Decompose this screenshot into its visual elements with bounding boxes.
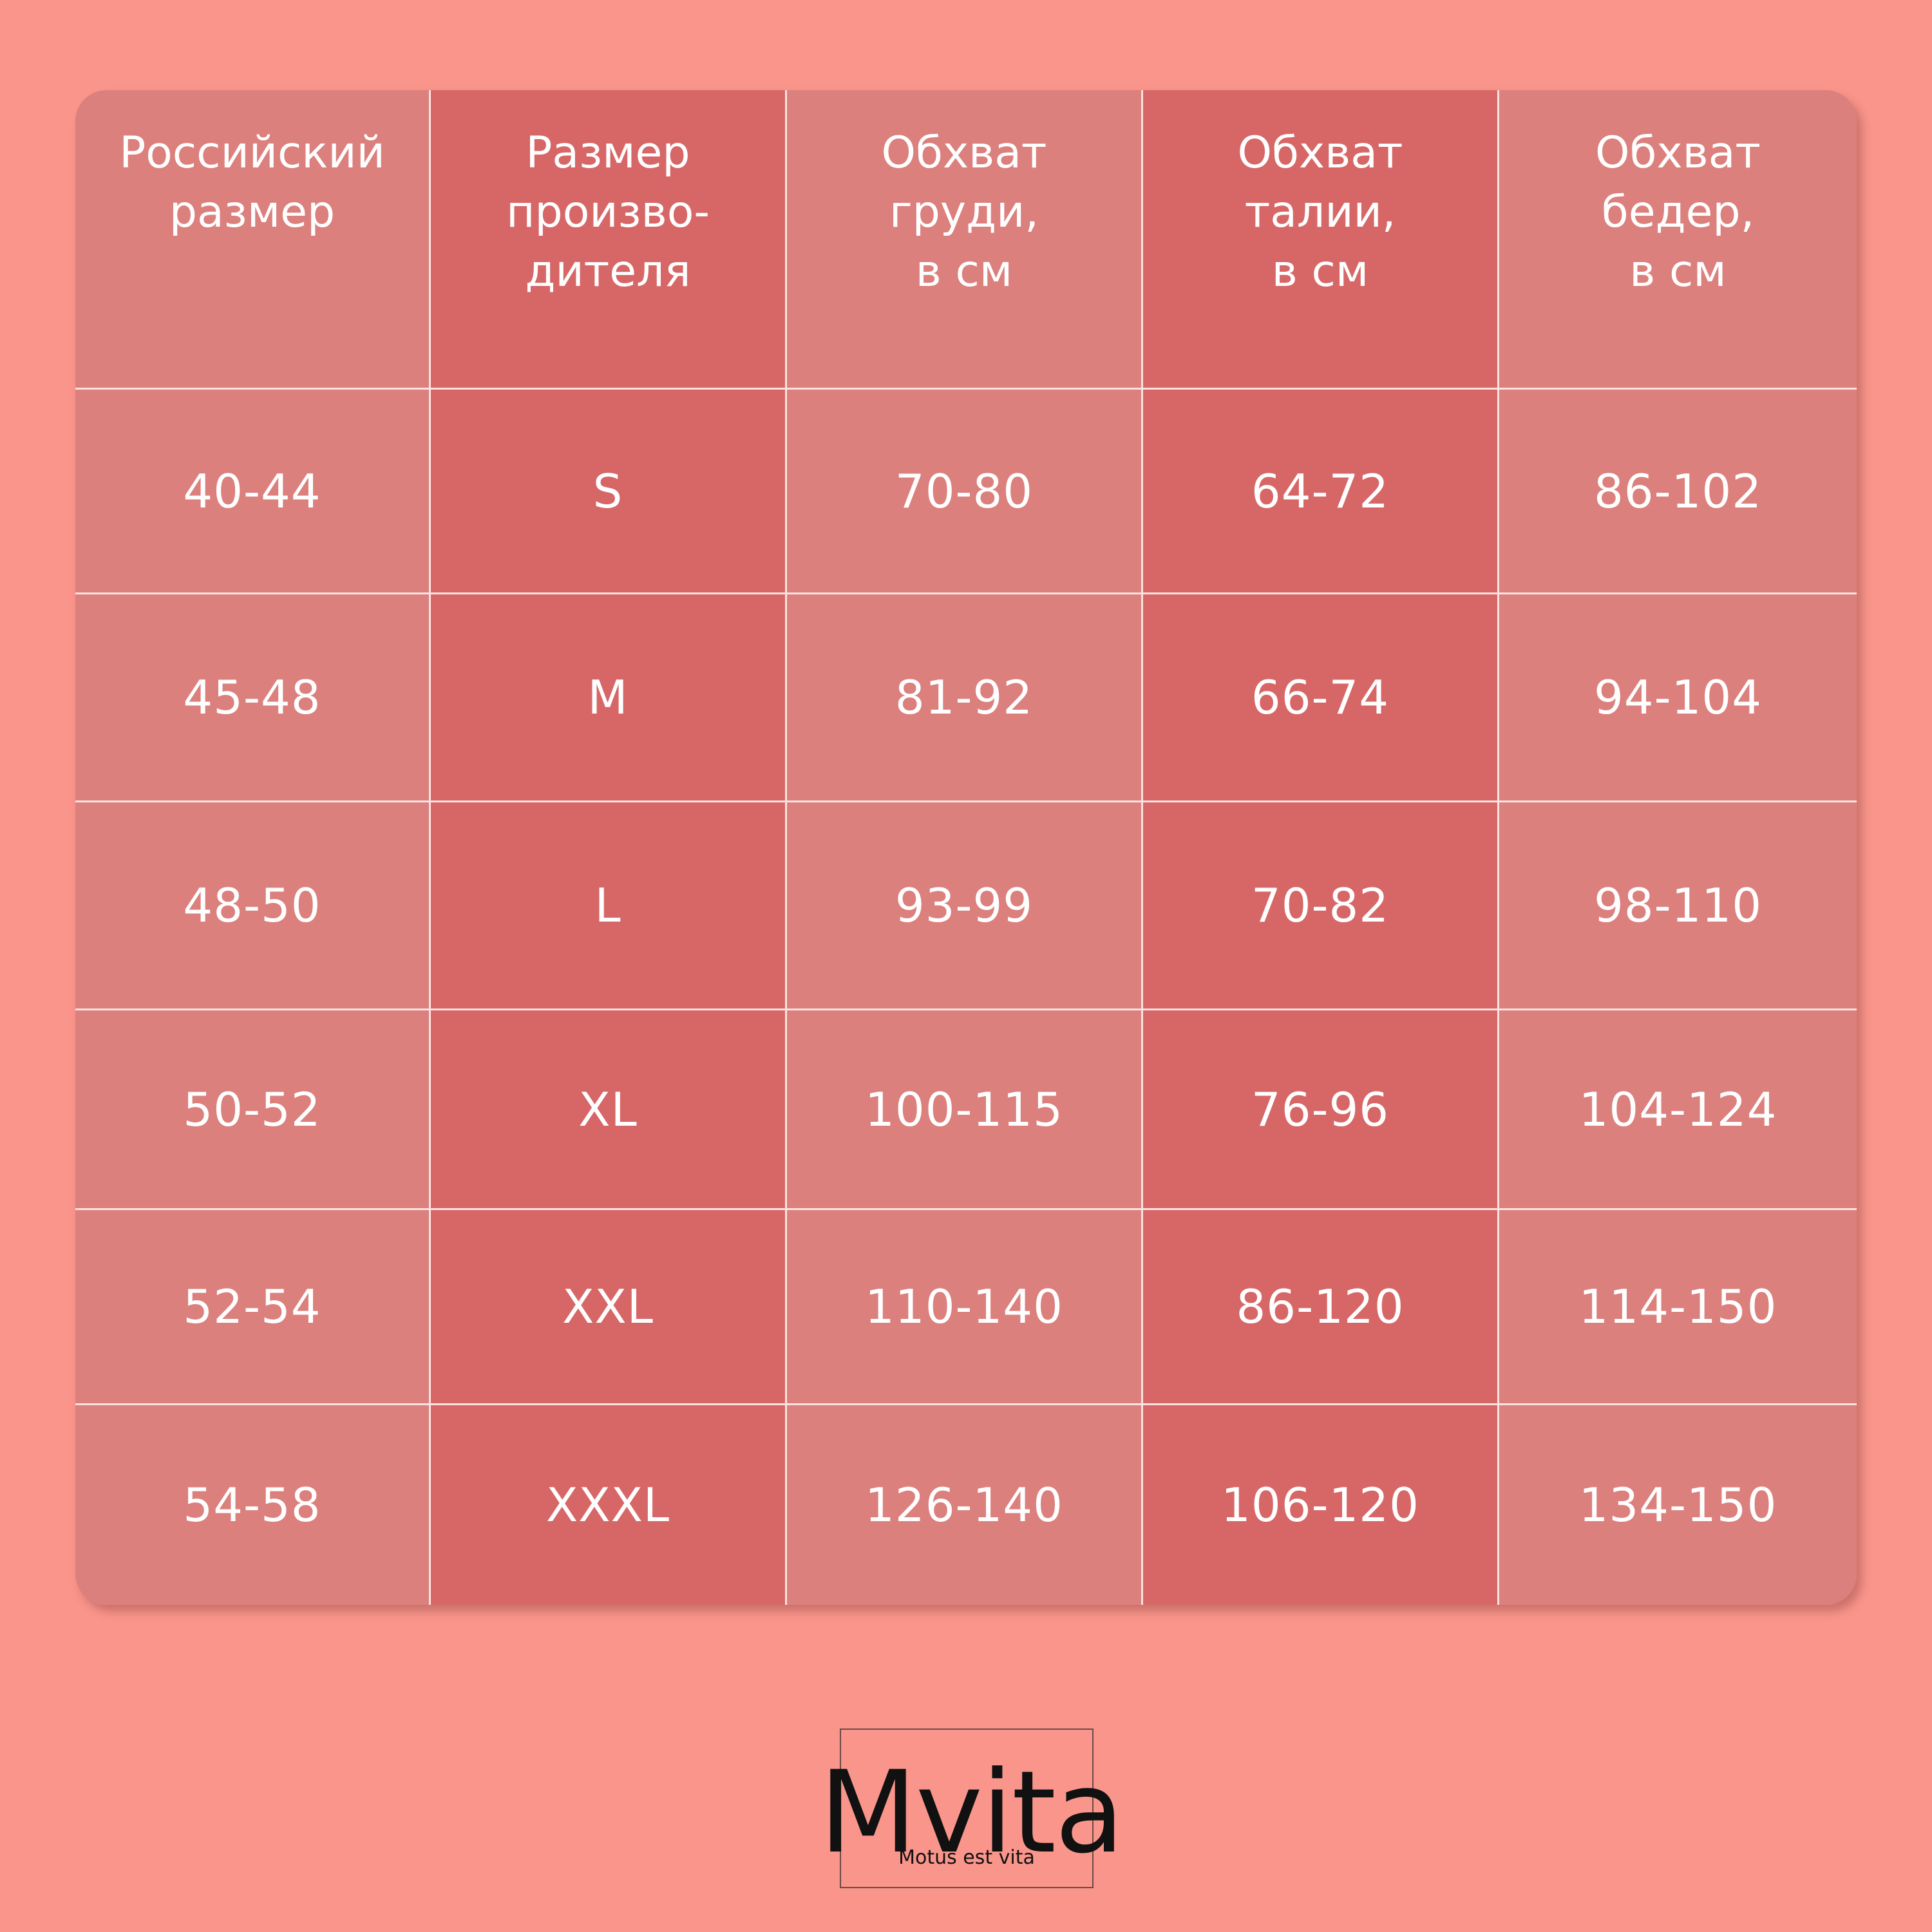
size-chart-table: Российский размер Размер произво- дителя… bbox=[75, 90, 1857, 1605]
cell-chest: 100-115 bbox=[787, 1010, 1143, 1210]
brand-name: Mvita bbox=[819, 1747, 1124, 1879]
cell-russian-size: 54-58 bbox=[75, 1405, 431, 1605]
cell-manufacturer-size: XXXL bbox=[431, 1405, 787, 1605]
cell-chest: 70-80 bbox=[787, 390, 1143, 594]
cell-chest: 126-140 bbox=[787, 1405, 1143, 1605]
cell-hips: 104-124 bbox=[1499, 1010, 1857, 1210]
cell-manufacturer-size: S bbox=[431, 390, 787, 594]
cell-chest: 110-140 bbox=[787, 1210, 1143, 1405]
cell-waist: 64-72 bbox=[1143, 390, 1499, 594]
cell-waist: 66-74 bbox=[1143, 594, 1499, 802]
cell-waist: 76-96 bbox=[1143, 1010, 1499, 1210]
header-russian-size: Российский размер bbox=[75, 90, 431, 390]
header-hips: Обхват бедер, в см bbox=[1499, 90, 1857, 390]
cell-waist: 106-120 bbox=[1143, 1405, 1499, 1605]
cell-hips: 86-102 bbox=[1499, 390, 1857, 594]
cell-waist: 86-120 bbox=[1143, 1210, 1499, 1405]
cell-hips: 94-104 bbox=[1499, 594, 1857, 802]
cell-russian-size: 52-54 bbox=[75, 1210, 431, 1405]
brand-tagline: Motus est vita bbox=[898, 1846, 1035, 1869]
cell-hips: 98-110 bbox=[1499, 802, 1857, 1010]
cell-chest: 81-92 bbox=[787, 594, 1143, 802]
cell-russian-size: 45-48 bbox=[75, 594, 431, 802]
cell-russian-size: 50-52 bbox=[75, 1010, 431, 1210]
cell-manufacturer-size: XL bbox=[431, 1010, 787, 1210]
cell-chest: 93-99 bbox=[787, 802, 1143, 1010]
header-waist: Обхват талии, в см bbox=[1143, 90, 1499, 390]
cell-manufacturer-size: L bbox=[431, 802, 787, 1010]
cell-russian-size: 48-50 bbox=[75, 802, 431, 1010]
logo-frame bbox=[840, 1728, 1094, 1888]
cell-manufacturer-size: M bbox=[431, 594, 787, 802]
cell-waist: 70-82 bbox=[1143, 802, 1499, 1010]
cell-russian-size: 40-44 bbox=[75, 390, 431, 594]
cell-hips: 134-150 bbox=[1499, 1405, 1857, 1605]
header-chest: Обхват груди, в см bbox=[787, 90, 1143, 390]
header-manufacturer-size: Размер произво- дителя bbox=[431, 90, 787, 390]
cell-hips: 114-150 bbox=[1499, 1210, 1857, 1405]
cell-manufacturer-size: XXL bbox=[431, 1210, 787, 1405]
